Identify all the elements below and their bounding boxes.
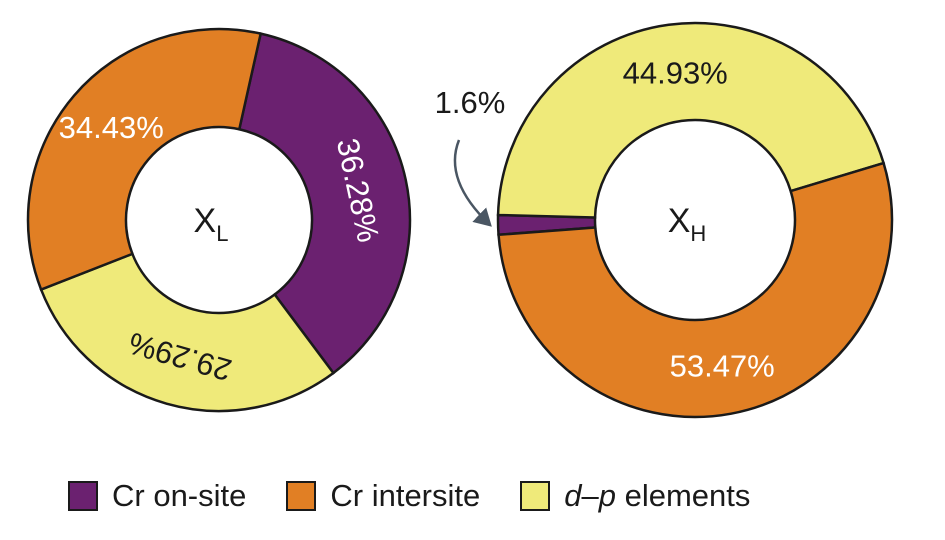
slice-cr-intersite-chart-1 <box>26 27 263 292</box>
legend-swatch-cr-onsite <box>68 481 98 511</box>
callout-arrow <box>453 139 492 227</box>
slice-label-dp-elements-chart-2: 44.93% <box>623 55 728 90</box>
slice-label-cr-onsite-chart-2: 1.6% <box>435 85 506 120</box>
legend-swatch-dp-elements <box>520 481 551 511</box>
slice-dp-elements-chart-1 <box>39 252 336 413</box>
slice-label-cr-intersite-chart-2: 53.47% <box>670 348 775 383</box>
legend-item-cr-intersite: Cr intersite <box>286 478 480 514</box>
donut-chart-1: 36.28%29.29%34.43%XL <box>26 27 412 413</box>
legend-label-dp-elements: d–p elements <box>564 478 751 513</box>
legend-item-dp-elements: d–p elements <box>520 478 750 514</box>
legend-item-cr-onsite: Cr on-site <box>68 478 246 514</box>
slice-cr-onsite-chart-1 <box>237 32 412 375</box>
center-label-chart-2: XH <box>668 202 707 246</box>
slice-dp-elements-chart-2 <box>496 21 886 219</box>
slice-cr-intersite-chart-2 <box>497 161 894 419</box>
legend-label-cr-intersite: Cr intersite <box>330 478 481 513</box>
legend-label-cr-onsite: Cr on-site <box>112 478 247 513</box>
center-label-chart-1: XL <box>194 202 229 246</box>
legend: Cr on-site Cr intersite d–p elements <box>68 478 790 514</box>
legend-swatch-cr-intersite <box>286 481 317 511</box>
donut-chart-2: 1.6% 44.93% 53.47% XH <box>435 21 894 419</box>
slice-label-cr-intersite-chart-1: 34.43% <box>59 110 164 145</box>
